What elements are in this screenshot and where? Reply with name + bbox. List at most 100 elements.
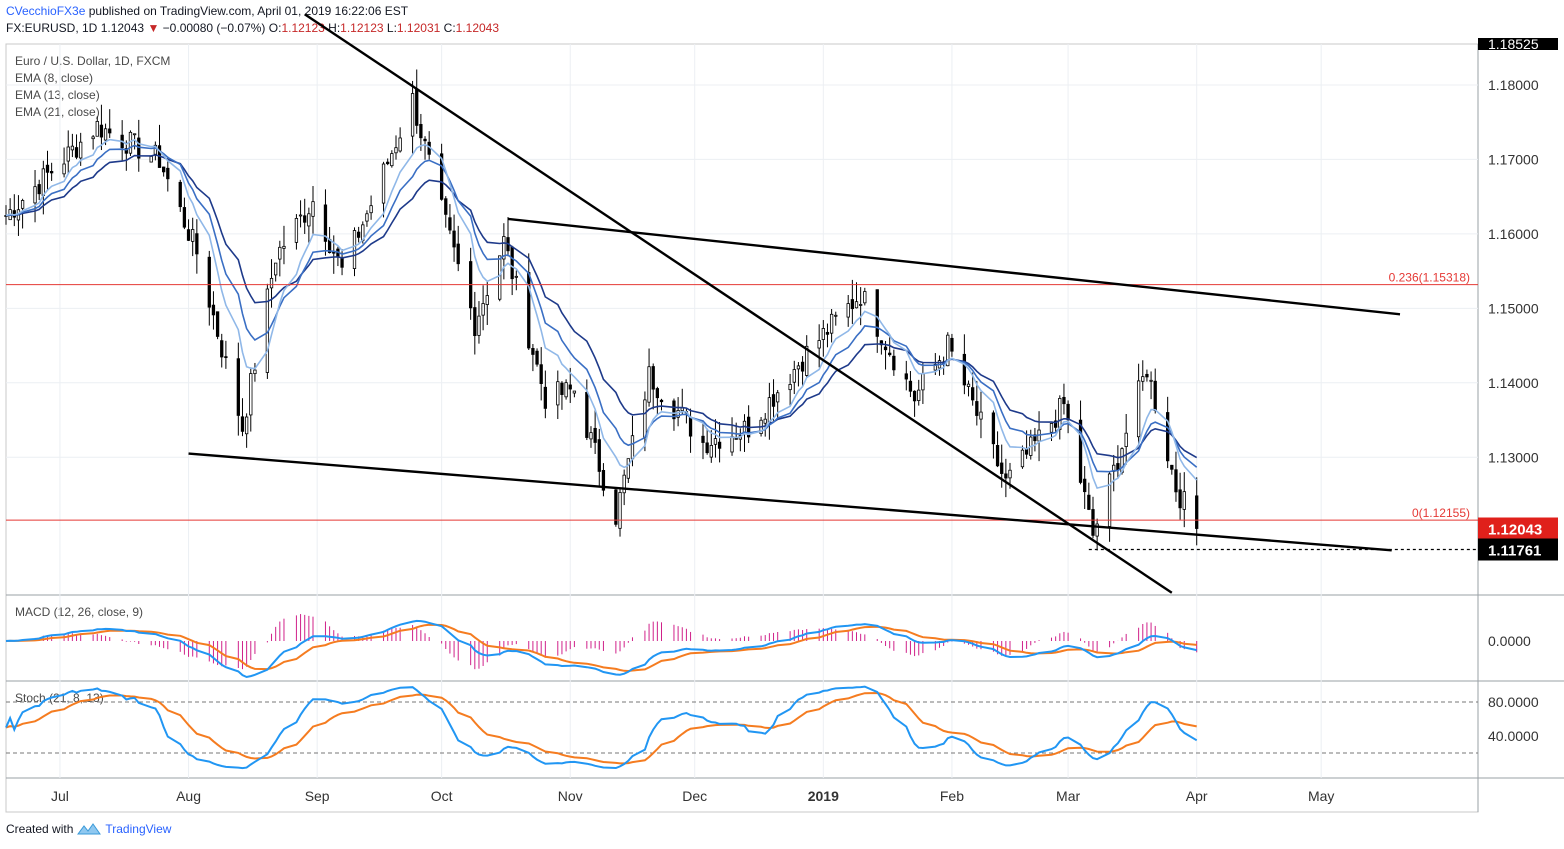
candles-group (4, 69, 1199, 551)
candle (917, 389, 921, 401)
time-tick-label: Dec (682, 788, 707, 804)
candle (162, 166, 166, 173)
support-level-badge-bg (1478, 538, 1558, 561)
candle (1091, 509, 1095, 536)
candle (1149, 379, 1153, 382)
macd-line (5, 619, 1197, 679)
candle (419, 124, 423, 139)
candle (224, 356, 228, 359)
candle (543, 386, 547, 409)
candle (45, 164, 50, 173)
symbol-legend: Euro / U.S. Dollar, 1D, FXCM (15, 54, 171, 68)
candle (244, 416, 249, 435)
last-price: 1.12043 (100, 21, 145, 35)
candle (103, 128, 108, 141)
candle (452, 230, 456, 248)
candle (307, 213, 311, 227)
candle (485, 295, 489, 305)
candle (805, 345, 809, 376)
candle (846, 303, 850, 318)
time-tick-label: Nov (558, 788, 583, 804)
candle (829, 313, 834, 334)
candle (369, 205, 373, 214)
candle (556, 381, 560, 406)
candle (971, 387, 975, 401)
ema21-line (5, 154, 1198, 459)
candle (1020, 449, 1025, 468)
published-text: published on TradingView.com, April 01, … (88, 4, 409, 18)
author-name[interactable]: CVecchioFX3e (6, 4, 86, 18)
price-change: −0.00080 (−0.07%) (162, 21, 266, 35)
candle (771, 394, 776, 407)
candle (701, 435, 705, 443)
candle (825, 331, 830, 335)
candle (510, 246, 514, 280)
candle (253, 369, 257, 375)
candle (979, 411, 983, 420)
candle (149, 155, 153, 163)
candle (821, 328, 825, 340)
candle (672, 400, 676, 420)
candle (473, 307, 477, 337)
created-with: Created with (6, 822, 74, 836)
candle (597, 439, 601, 472)
candle (282, 245, 286, 249)
candle (410, 93, 415, 137)
trendline (507, 217, 1401, 316)
candle (186, 229, 191, 241)
candle (572, 390, 577, 394)
candle (564, 382, 568, 398)
candle (800, 361, 805, 372)
candle (514, 275, 518, 278)
candle (904, 373, 908, 380)
candle (207, 256, 211, 308)
candle (1078, 419, 1083, 483)
candle (1136, 380, 1141, 438)
candle (705, 442, 709, 454)
time-tick-label: Sep (305, 788, 330, 804)
tradingview-brand[interactable]: TradingView (105, 822, 172, 836)
support-level-badge-text: 1.11761 (1488, 543, 1541, 560)
top-level-badge-bg (1478, 38, 1558, 50)
candle (767, 397, 772, 425)
candle (166, 167, 170, 180)
ema8-legend: EMA (8, close) (15, 71, 94, 85)
candle (415, 88, 419, 126)
candle (601, 470, 606, 491)
candle (651, 366, 655, 390)
candle (1145, 373, 1149, 378)
candle (888, 352, 892, 356)
candle (589, 432, 593, 440)
trendline (304, 13, 1173, 594)
candle (498, 255, 502, 300)
candle (1174, 469, 1178, 493)
candle (962, 353, 967, 386)
candle (1195, 495, 1199, 529)
price-legend: Euro / U.S. Dollar, 1D, FXCM EMA (8, clo… (15, 53, 170, 121)
candle (481, 303, 485, 316)
current-price-badge: 1.12043 (1478, 517, 1558, 540)
candle (647, 366, 651, 403)
candle (921, 373, 925, 391)
candle (560, 382, 564, 395)
candle (448, 217, 452, 231)
candle (995, 445, 1000, 467)
time-tick-label: Oct (431, 788, 453, 804)
candle (1000, 462, 1004, 474)
candle (585, 391, 589, 438)
candle (614, 489, 618, 525)
candle (178, 181, 182, 208)
candle (875, 289, 879, 337)
fib-level-label: 0.236(1.15318) (1389, 271, 1470, 285)
candle (240, 416, 245, 432)
candle (796, 365, 801, 370)
candle (1008, 469, 1012, 479)
time-tick-label: Feb (940, 788, 964, 804)
macd-histogram (9, 614, 1198, 670)
footer: Created with TradingView (6, 822, 171, 836)
macd-signal-line (5, 623, 1197, 673)
candle (502, 236, 506, 260)
candle (834, 314, 838, 317)
price-tick-label: 1.14000 (1488, 375, 1539, 391)
